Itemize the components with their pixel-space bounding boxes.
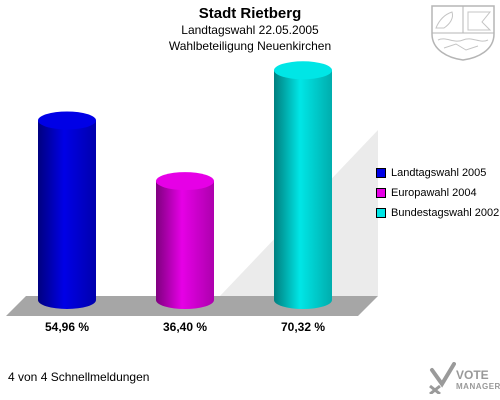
legend-item-bundestagswahl: Bundestagswahl 2002	[376, 205, 499, 221]
chart-legend: Landtagswahl 2005 Europawahl 2004 Bundes…	[376, 165, 499, 225]
legend-swatch-landtagswahl	[376, 168, 386, 178]
bar-2	[156, 172, 214, 309]
legend-label-landtagswahl: Landtagswahl 2005	[391, 167, 487, 179]
bar-2-body	[156, 181, 214, 309]
bar-1	[38, 111, 96, 309]
legend-swatch-bundestagswahl	[376, 208, 386, 218]
bar-3-top	[274, 61, 332, 80]
footer-status: 4 von 4 Schnellmeldungen	[8, 370, 150, 384]
legend-item-landtagswahl: Landtagswahl 2005	[376, 165, 499, 181]
logo-line-vote: VOTE	[456, 368, 489, 382]
legend-label-europawahl: Europawahl 2004	[391, 187, 477, 199]
chart-title: Stadt Rietberg	[198, 5, 302, 22]
bar-2-value-label: 36,40 %	[163, 320, 207, 334]
bar-3-value-label: 70,32 %	[281, 320, 325, 334]
logo-line-manager: MANAGER	[456, 382, 500, 391]
vote-manager-logo-text: VOTE MANAGER	[456, 368, 500, 392]
bar-1-value-label: 54,96 %	[45, 320, 89, 334]
bar-2-top	[156, 172, 214, 191]
legend-item-europawahl: Europawahl 2004	[376, 185, 499, 201]
bar-3	[274, 61, 332, 310]
vote-manager-logo-icon	[429, 362, 456, 394]
chart-subtitle-topic: Wahlbeteiligung Neuenkirchen	[168, 39, 332, 53]
bar-1-body	[38, 120, 96, 309]
chart-subtitle-date: Landtagswahl 22.05.2005	[181, 23, 319, 37]
coat-of-arms-icon	[431, 5, 495, 61]
legend-swatch-europawahl	[376, 188, 386, 198]
bar-3-body	[274, 70, 332, 310]
legend-label-bundestagswahl: Bundestagswahl 2002	[391, 207, 500, 219]
bar-1-top	[38, 111, 96, 130]
